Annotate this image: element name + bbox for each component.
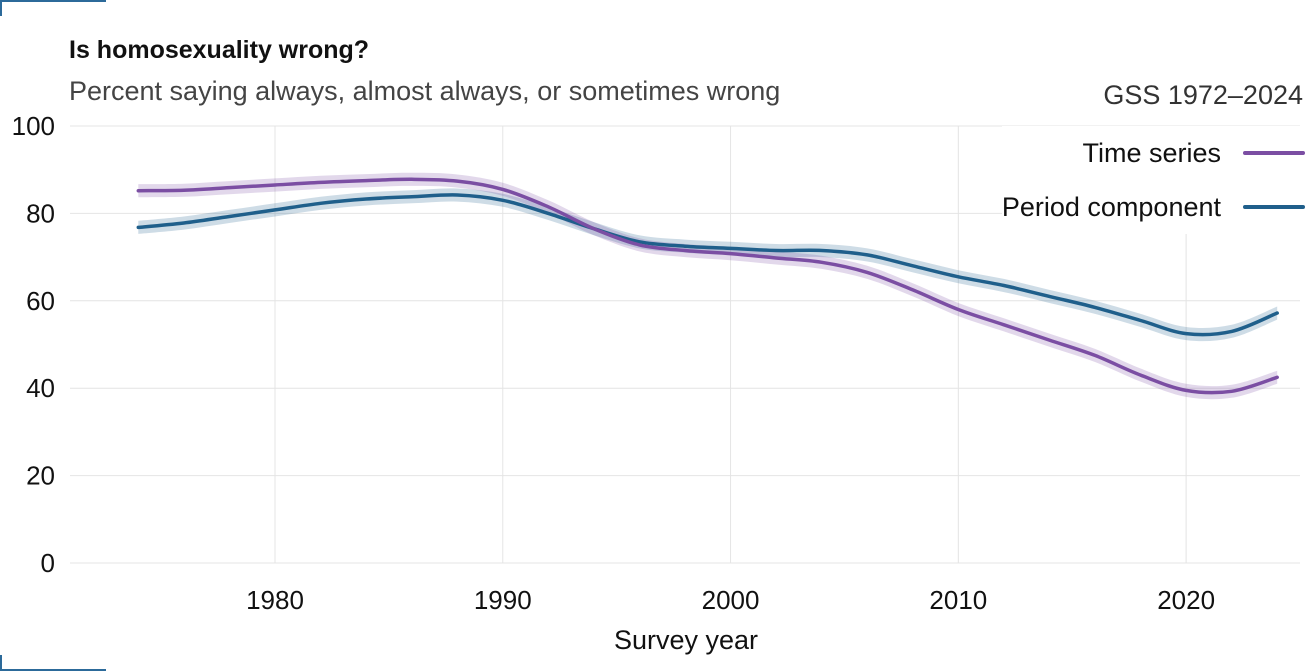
y-tick-label: 60 — [26, 286, 55, 316]
y-tick-label: 80 — [26, 198, 55, 228]
x-axis: 1980 1990 2000 2010 2020 — [246, 585, 1215, 615]
series-line-period-component — [136, 193, 1279, 337]
y-tick-label: 20 — [26, 461, 55, 491]
x-axis-title: Survey year — [614, 625, 758, 655]
x-tick-label: 1990 — [474, 585, 532, 615]
series-lines — [136, 177, 1279, 395]
y-tick-label: 0 — [41, 548, 55, 578]
legend-swatch — [1243, 205, 1305, 209]
frame-corner-bottom — [0, 655, 106, 671]
confidence-band-period-component — [138, 188, 1278, 342]
x-tick-label: 2000 — [702, 585, 760, 615]
legend-label: Time series — [1082, 137, 1221, 168]
legend-item-period-component: Period component — [1001, 180, 1305, 234]
x-tick-label: 2020 — [1157, 585, 1215, 615]
data-source-caption: GSS 1972–2024 — [1103, 80, 1303, 110]
y-tick-label: 40 — [26, 373, 55, 403]
legend-item-time-series: Time series — [1001, 126, 1305, 180]
chart-title: Is homosexuality wrong? — [69, 36, 370, 64]
chart-subtitle: Percent saying always, almost always, or… — [69, 76, 781, 106]
y-axis: 0 20 40 60 80 100 — [12, 111, 55, 578]
series-line-time-series — [136, 177, 1279, 395]
frame-corner-top — [0, 0, 106, 16]
legend-label: Period component — [1001, 191, 1221, 222]
x-tick-label: 2010 — [929, 585, 987, 615]
y-tick-label: 100 — [12, 111, 55, 141]
x-tick-label: 1980 — [246, 585, 304, 615]
legend-swatch — [1243, 151, 1305, 155]
confidence-bands — [138, 172, 1278, 400]
legend: Time series Period component — [1001, 126, 1305, 234]
